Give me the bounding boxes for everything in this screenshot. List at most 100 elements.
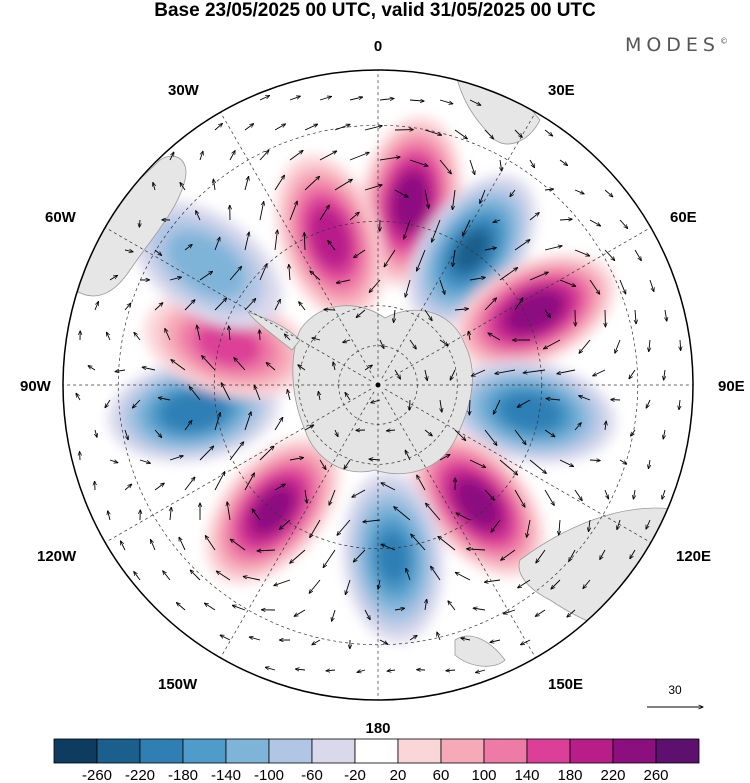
wind-vector [633, 489, 635, 499]
wind-vector [551, 579, 561, 589]
wind-vector [523, 369, 546, 373]
wind-vector [405, 279, 411, 297]
wind-vector [634, 249, 641, 261]
wind-vector [349, 212, 359, 221]
wind-vector [279, 519, 291, 529]
wind-vector [484, 129, 493, 139]
wind-vector [259, 264, 267, 281]
wind-vector [353, 549, 366, 562]
wind-vector [214, 298, 227, 311]
wind-vector [304, 176, 320, 191]
wind-vector [259, 96, 269, 101]
wind-vector [184, 300, 195, 311]
wind-vector [344, 459, 351, 469]
wind-vector [294, 609, 306, 616]
wind-vector [574, 423, 581, 431]
wind-vector [274, 579, 291, 586]
colorbar-swatch [311, 738, 356, 764]
colorbar-swatch [569, 738, 614, 764]
wind-vector [381, 483, 396, 491]
lon-label-120w: 120W [37, 548, 77, 565]
wind-vector [298, 365, 306, 371]
wind-vector [438, 536, 456, 551]
wind-vector [559, 159, 567, 165]
wind-vector [319, 459, 326, 470]
wind-vector [295, 669, 306, 670]
colorbar-label: -260 [82, 767, 112, 783]
colorbar-label: 100 [471, 767, 496, 783]
lon-label-180: 180 [365, 720, 390, 737]
wind-vector [163, 571, 171, 581]
colorbar-label: 180 [557, 767, 582, 783]
wind-vector [664, 369, 665, 380]
wind-vector [259, 330, 260, 341]
anomaly-cell [275, 154, 385, 321]
wind-vector [244, 299, 256, 311]
wind-vector [364, 365, 372, 371]
wind-vector [289, 264, 290, 281]
wind-vector [544, 129, 553, 136]
wind-vector [257, 550, 276, 551]
wind-vector [227, 502, 231, 521]
colorbar-swatch [182, 738, 227, 764]
wind-vector [514, 429, 526, 444]
wind-vector [289, 458, 303, 461]
wind-vector [349, 97, 363, 101]
wind-vector [106, 332, 111, 341]
wind-vector [604, 189, 613, 197]
wind-vector [333, 362, 335, 371]
wind-vector [170, 507, 171, 521]
wind-vector [259, 446, 274, 461]
wind-vector [439, 279, 445, 294]
latitude-circle [298, 305, 458, 465]
wind-vector [473, 608, 486, 610]
wind-vector [221, 383, 231, 401]
wind-vector [452, 189, 456, 210]
lon-label-90w: 90W [20, 378, 52, 395]
wind-vector [514, 129, 522, 137]
wind-vector [394, 608, 405, 610]
wind-vector [189, 387, 201, 401]
wind-vector [593, 369, 606, 376]
wind-vector [424, 129, 442, 135]
reference-vector-label: 30 [668, 683, 682, 697]
wind-vector [384, 249, 396, 267]
wind-vector [336, 279, 351, 283]
wind-vector [289, 150, 303, 161]
wind-vector [109, 460, 118, 463]
wind-vector [635, 309, 636, 324]
wind-vector [199, 151, 203, 161]
new-zealand-land [454, 635, 506, 667]
wind-vector [409, 339, 416, 349]
wind-vector [319, 96, 331, 101]
wind-vector [663, 429, 665, 439]
wind-vector [284, 334, 291, 341]
wind-vector [484, 248, 496, 250]
lon-label-60e: 60E [670, 209, 697, 226]
wind-vector [334, 124, 350, 131]
wind-vector [120, 541, 126, 551]
wind-vector [503, 609, 516, 614]
colorbar: -260 -220 -180 -140 -100 -60 -20 20 60 100 140 180 2… [53, 738, 700, 783]
wind-vector [266, 363, 276, 371]
wind-vector [471, 369, 486, 376]
wind-vector [115, 370, 126, 372]
wind-vector [329, 489, 336, 505]
wind-vector [493, 220, 501, 222]
wind-vector [446, 670, 456, 671]
wind-vector [514, 489, 525, 507]
wind-vector [289, 96, 300, 101]
wind-vector [254, 385, 261, 401]
wind-vector [151, 540, 156, 551]
wind-vector [648, 459, 650, 469]
anomaly-field [108, 116, 616, 643]
wind-vector [259, 150, 269, 161]
wind-vector [646, 519, 651, 529]
wind-vector [139, 459, 150, 463]
wind-vector [488, 333, 501, 341]
wind-vector [244, 473, 254, 491]
wind-vector [480, 189, 486, 203]
colorbar-swatch [268, 738, 313, 764]
wind-vector [589, 519, 590, 531]
wind-vector [529, 459, 546, 474]
